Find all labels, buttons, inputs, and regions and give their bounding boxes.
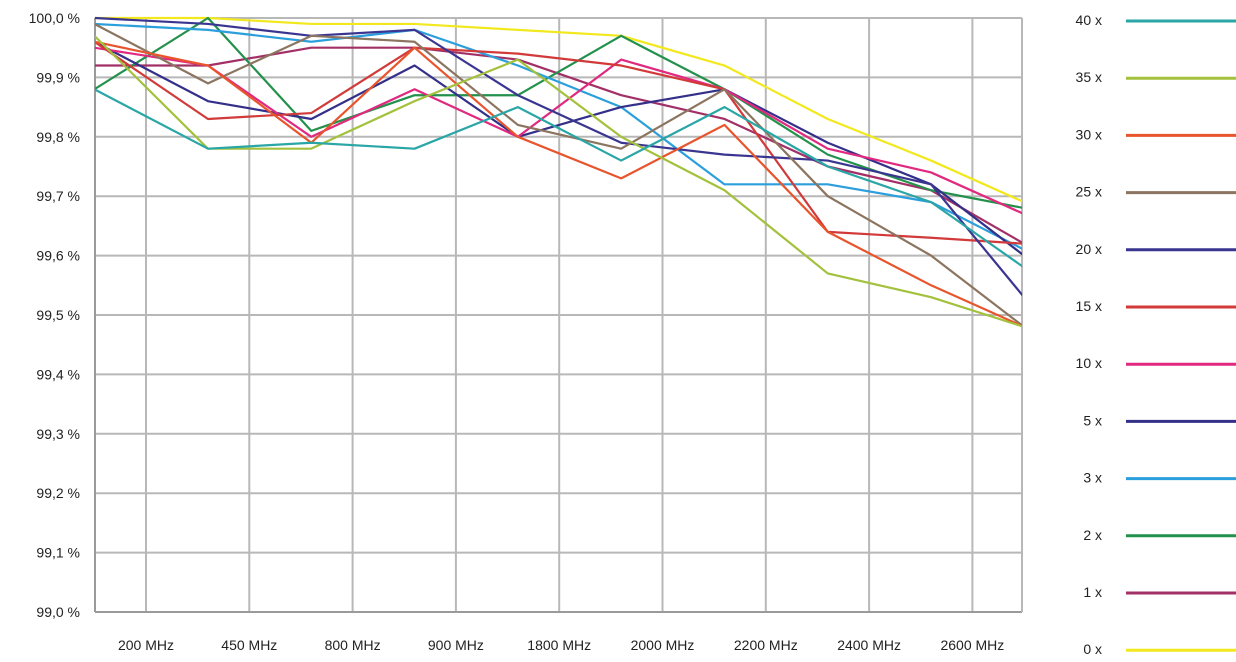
x-tick-label: 200 MHz	[118, 637, 174, 653]
series-line-40x	[95, 88, 1022, 268]
legend-label: 2 x	[1083, 527, 1102, 543]
legend-label: 3 x	[1083, 470, 1102, 486]
series-line-5x	[95, 40, 1022, 256]
x-tick-label: 900 MHz	[428, 637, 484, 653]
x-tick-label: 2200 MHz	[734, 637, 798, 653]
legend-label: 25 x	[1076, 184, 1102, 200]
y-tick-label: 99,8 %	[36, 129, 80, 145]
series-line-15x	[95, 40, 1022, 245]
y-tick-label: 99,5 %	[36, 307, 80, 323]
axes	[94, 18, 1023, 613]
legend-label: 0 x	[1083, 641, 1102, 657]
x-tick-label: 2400 MHz	[837, 637, 901, 653]
x-tick-label: 2000 MHz	[631, 637, 695, 653]
legend: 40 x 35 x 30 x 25 x 20 x 15 x 10 x 5 x 3 x 2 x 1 x…	[1076, 12, 1236, 657]
series-line-3x	[95, 22, 1022, 250]
legend-label: 10 x	[1076, 355, 1102, 371]
y-tick-label: 99,4 %	[36, 366, 80, 382]
x-tick-label: 2600 MHz	[940, 637, 1004, 653]
y-tick-label: 99,0 %	[36, 604, 80, 620]
series-line-20x	[95, 16, 1022, 297]
series-line-0x	[95, 16, 1022, 203]
y-tick-label: 99,3 %	[36, 426, 80, 442]
series-line-25x	[95, 23, 1022, 327]
x-tick-labels: 200 MHz 450 MHz 800 MHz 900 MHz 1800 MHz 2000…	[118, 637, 1004, 653]
y-tick-label: 99,1 %	[36, 545, 80, 561]
legend-label: 30 x	[1076, 126, 1102, 142]
y-tick-label: 99,6 %	[36, 248, 80, 264]
x-tick-label: 800 MHz	[325, 637, 381, 653]
series-line-30x	[95, 40, 1022, 328]
legend-label: 5 x	[1083, 412, 1102, 428]
x-tick-label: 1800 MHz	[527, 637, 591, 653]
y-tick-label: 99,9 %	[36, 69, 80, 85]
series-lines	[95, 16, 1022, 328]
y-tick-label: 100,0 %	[29, 10, 80, 26]
legend-label: 20 x	[1076, 241, 1102, 257]
series-line-1x	[95, 46, 1022, 244]
y-tick-labels: 99,0 % 99,1 % 99,2 % 99,3 % 99,4 % 99,5 % 99,6…	[29, 10, 80, 620]
legend-label: 35 x	[1076, 69, 1102, 85]
legend-label: 1 x	[1083, 584, 1102, 600]
y-tick-label: 99,2 %	[36, 485, 80, 501]
y-tick-label: 99,7 %	[36, 188, 80, 204]
x-tick-label: 450 MHz	[221, 637, 277, 653]
series-line-35x	[95, 34, 1022, 328]
legend-label: 40 x	[1076, 12, 1102, 28]
legend-label: 15 x	[1076, 298, 1102, 314]
